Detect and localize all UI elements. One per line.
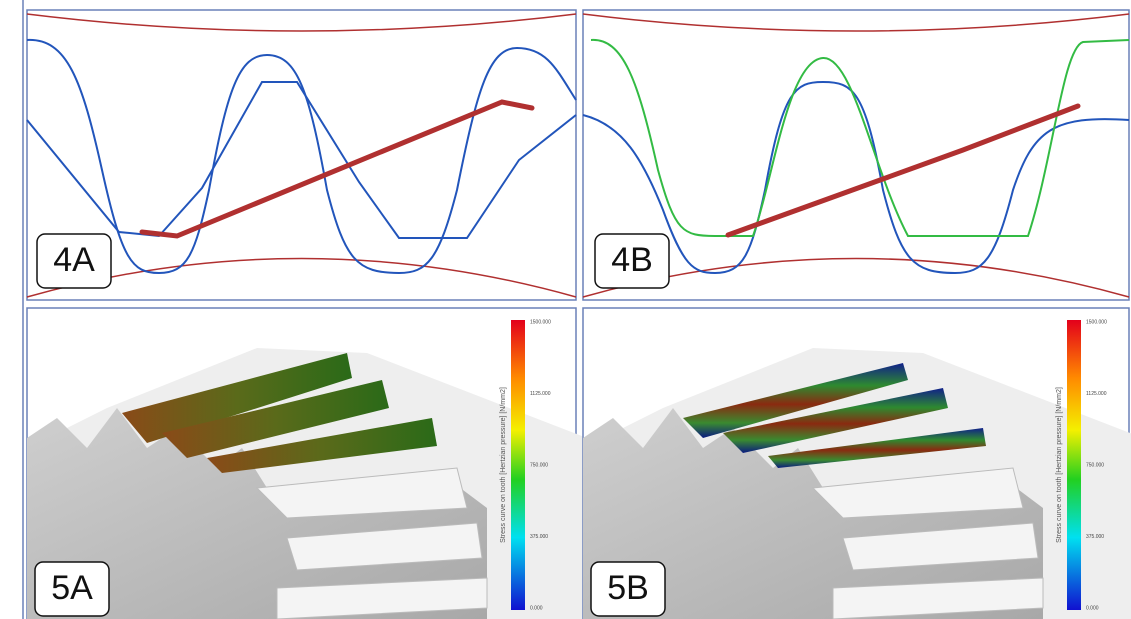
colorbar-tick-label: 375.000 xyxy=(530,534,548,540)
colorbar-tick-label: 750.000 xyxy=(530,462,548,468)
colorbar-tick-label: 1125.000 xyxy=(530,391,551,397)
colorbar-title: Stress curve on tooth [Hertzian pressure… xyxy=(1056,387,1063,543)
panel-5b: Stress curve on tooth [Hertzian pressure… xyxy=(583,308,1131,619)
panel-label: 5A xyxy=(51,569,93,607)
panel-label: 4A xyxy=(53,241,95,279)
panel-label: 4B xyxy=(611,241,653,279)
colorbar-tick-label: 750.000 xyxy=(1086,462,1104,468)
panel-4a: 4A xyxy=(27,10,576,300)
colorbar-tick-label: 375.000 xyxy=(1086,534,1104,540)
colorbar-title: Stress curve on tooth [Hertzian pressure… xyxy=(500,387,507,543)
colorbar-tick-label: 1500.000 xyxy=(1086,319,1107,325)
colorbar-tick-label: 0.000 xyxy=(530,605,543,611)
colorbar-tick-label: 0.000 xyxy=(1086,605,1099,611)
figure: 4A 4B Stress curve on tooth [Hertzian pr… xyxy=(0,0,1131,619)
panel-4b: 4B xyxy=(583,10,1129,300)
colorbar-tick-label: 1125.000 xyxy=(1086,391,1107,397)
colorbar-tick-label: 1500.000 xyxy=(530,319,551,325)
panel-5a: Stress curve on tooth [Hertzian pressure… xyxy=(27,308,587,619)
panel-label: 5B xyxy=(607,569,649,607)
